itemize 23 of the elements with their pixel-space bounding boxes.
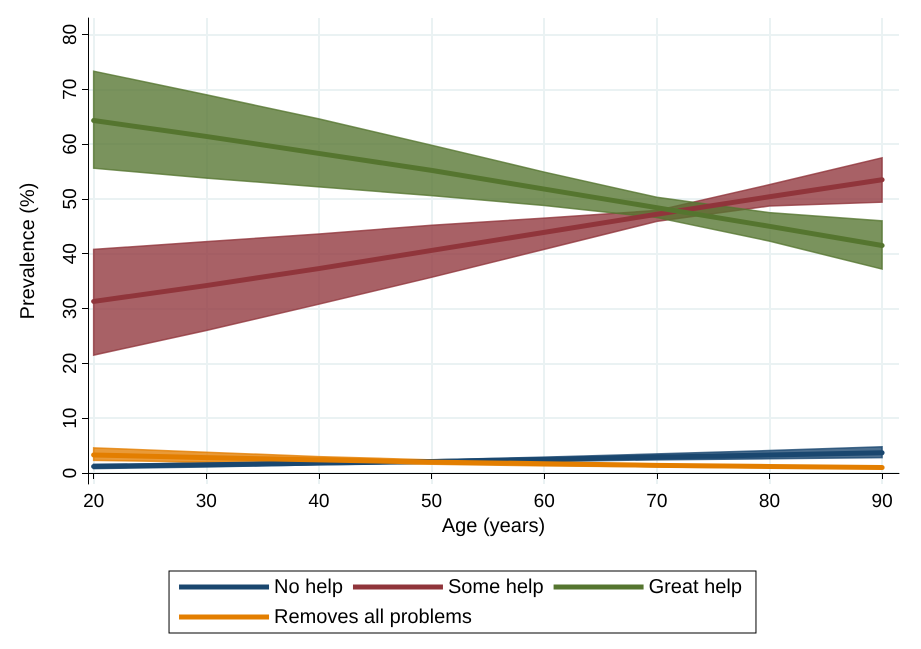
legend-label: Great help xyxy=(648,576,742,598)
y-tick-label: 0 xyxy=(60,468,81,478)
x-tick-label: 40 xyxy=(308,491,330,512)
x-tick-label: 20 xyxy=(83,491,104,512)
x-tick-label: 60 xyxy=(534,491,555,512)
y-tick-label: 30 xyxy=(60,298,81,320)
y-tick-label: 70 xyxy=(60,78,81,100)
y-tick-label: 50 xyxy=(60,188,81,210)
legend-label: Some help xyxy=(448,576,544,598)
y-tick-label: 10 xyxy=(60,408,81,429)
x-tick-label: 30 xyxy=(196,491,217,512)
y-tick-label: 80 xyxy=(60,24,81,46)
x-tick-label: 90 xyxy=(872,491,893,512)
y-tick-label: 40 xyxy=(60,243,81,264)
legend-label: No help xyxy=(274,576,343,598)
y-axis-title: Prevalence (%) xyxy=(17,182,39,320)
x-tick-label: 80 xyxy=(758,491,780,512)
y-tick-label: 20 xyxy=(60,352,81,374)
x-tick-label: 50 xyxy=(420,491,442,512)
y-tick-label: 60 xyxy=(60,134,81,155)
x-axis-title: Age (years) xyxy=(442,515,546,537)
legend-label: Removes all problems xyxy=(274,606,472,628)
x-tick-label: 70 xyxy=(646,491,668,512)
